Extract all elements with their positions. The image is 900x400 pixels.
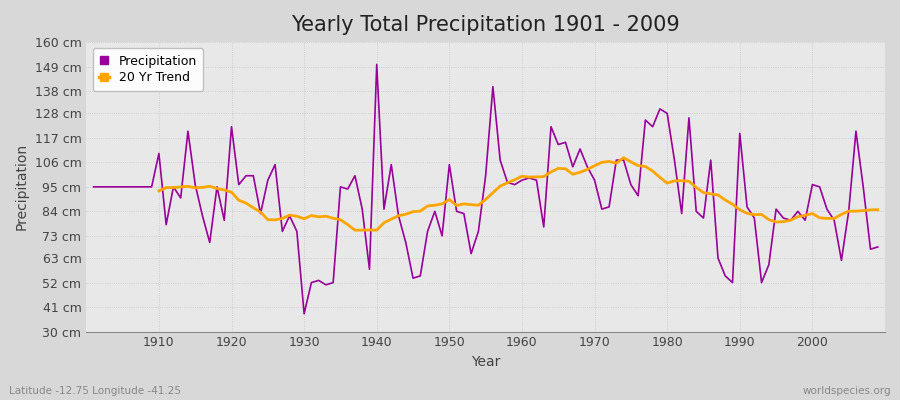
Y-axis label: Precipitation: Precipitation (15, 143, 29, 230)
Precipitation (618, 158, 629, 162)
Precipitation (872, 244, 883, 249)
20 Yr Trend (618, 155, 629, 160)
20 Yr Trend (590, 163, 600, 168)
Precipitation (531, 178, 542, 182)
Title: Yearly Total Precipitation 1901 - 2009: Yearly Total Precipitation 1901 - 2009 (292, 15, 680, 35)
20 Yr Trend (292, 214, 302, 219)
20 Yr Trend (850, 209, 861, 214)
Precipitation (372, 62, 382, 67)
Precipitation (299, 311, 310, 316)
20 Yr Trend (531, 174, 542, 179)
Precipitation (524, 176, 535, 180)
20 Yr Trend (829, 216, 840, 221)
20 Yr Trend (872, 207, 883, 212)
20 Yr Trend (154, 188, 165, 193)
Precipitation (356, 207, 367, 212)
Text: Latitude -12.75 Longitude -41.25: Latitude -12.75 Longitude -41.25 (9, 386, 181, 396)
X-axis label: Year: Year (471, 355, 500, 369)
Line: 20 Yr Trend: 20 Yr Trend (159, 158, 878, 230)
Precipitation (313, 278, 324, 283)
Legend: Precipitation, 20 Yr Trend: Precipitation, 20 Yr Trend (93, 48, 203, 91)
Text: worldspecies.org: worldspecies.org (803, 386, 891, 396)
Line: Precipitation: Precipitation (94, 64, 878, 314)
20 Yr Trend (320, 214, 331, 219)
20 Yr Trend (349, 228, 360, 232)
Precipitation (88, 184, 99, 189)
Precipitation (146, 184, 157, 189)
